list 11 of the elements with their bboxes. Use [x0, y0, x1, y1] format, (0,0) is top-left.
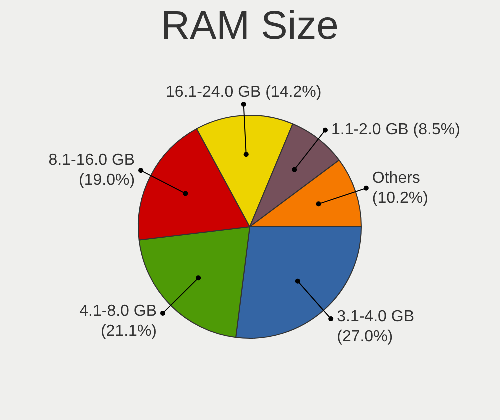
slice-label: Others: [372, 170, 420, 187]
slice-label: 4.1-8.0 GB: [80, 302, 157, 320]
slice-label: 16.1-24.0 GB (14.2%): [166, 84, 322, 101]
data-label: (21.1%): [100, 322, 157, 340]
data-label: (19.0%): [79, 172, 136, 190]
data-label: (27.0%): [337, 328, 394, 346]
slice-label: 3.1-4.0 GB: [337, 308, 414, 326]
slice-label: 1.1-2.0 GB (8.5%): [331, 122, 460, 139]
data-label: (10.2%): [372, 190, 428, 207]
chart-title: RAM Size: [161, 4, 339, 48]
slice-label: 8.1-16.0 GB: [48, 152, 136, 170]
